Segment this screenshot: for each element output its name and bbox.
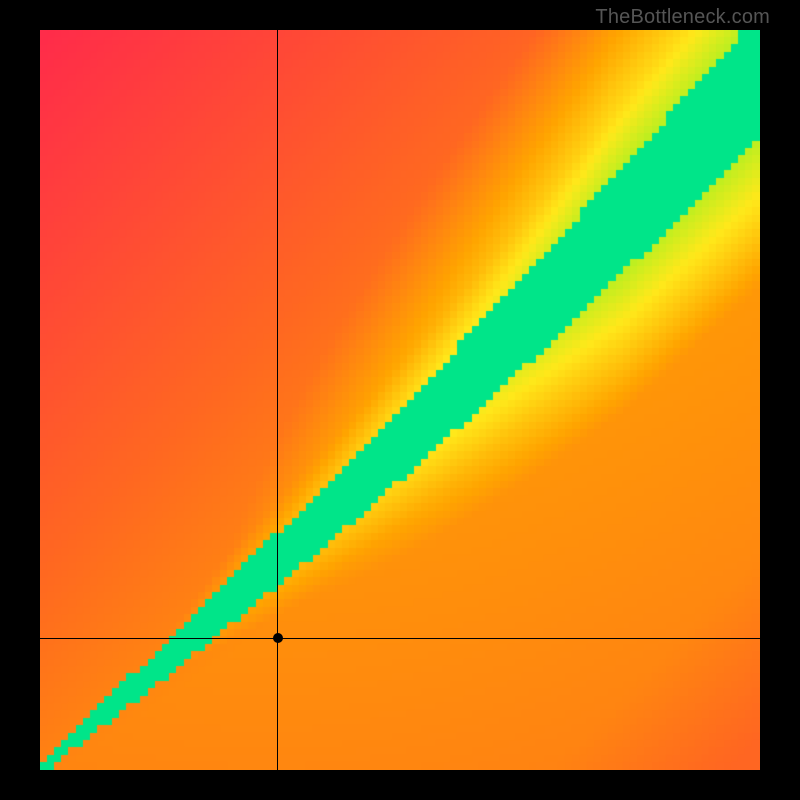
watermark-text: TheBottleneck.com <box>595 6 770 29</box>
heatmap-canvas <box>40 30 760 770</box>
plot-area <box>40 30 760 770</box>
crosshair-vertical <box>277 30 278 770</box>
chart-frame: TheBottleneck.com <box>0 0 800 800</box>
crosshair-marker <box>273 633 283 643</box>
crosshair-horizontal <box>40 638 760 639</box>
